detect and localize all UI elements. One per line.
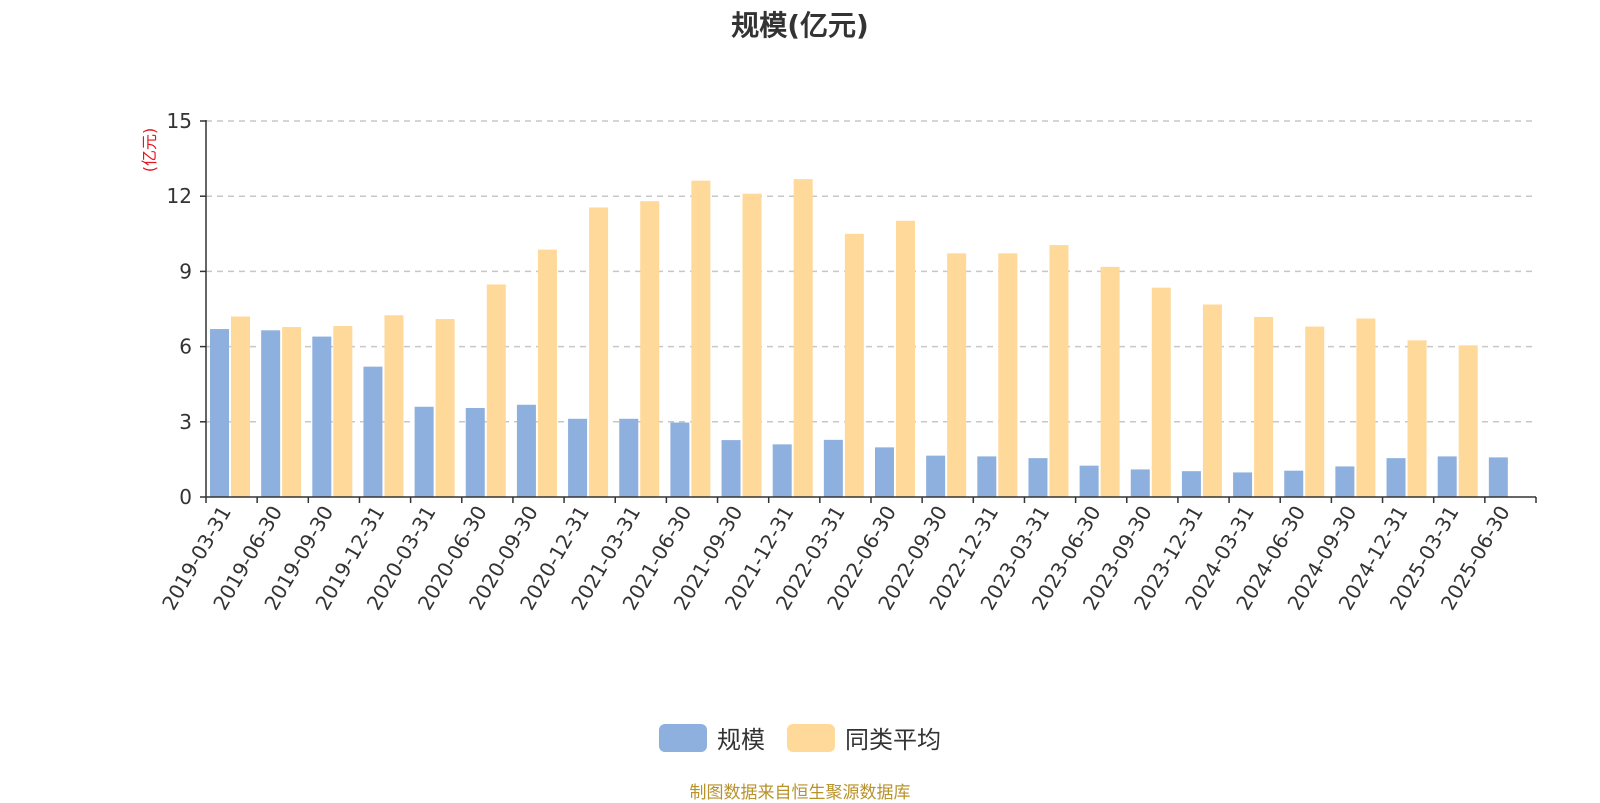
legend-swatch-average	[787, 723, 835, 752]
bar-average[interactable]	[691, 180, 711, 497]
bar-scale[interactable]	[1386, 458, 1406, 497]
axes	[200, 120, 1537, 503]
chart-title: 规模(亿元)	[731, 9, 869, 42]
bar-average[interactable]	[742, 193, 762, 497]
bar-average[interactable]	[1356, 318, 1376, 497]
bar-scale[interactable]	[1437, 456, 1457, 497]
bar-average[interactable]	[1049, 245, 1069, 497]
y-tick-label: 9	[179, 259, 192, 283]
bar-scale[interactable]	[516, 404, 536, 497]
bar-scale[interactable]	[210, 329, 229, 497]
bar-average[interactable]	[435, 319, 455, 497]
legend-label-scale: 规模	[717, 726, 765, 754]
bar-scale[interactable]	[414, 406, 434, 497]
bar-average[interactable]	[1202, 304, 1222, 497]
legend-swatch-scale	[659, 723, 707, 752]
bar-scale[interactable]	[670, 422, 690, 497]
bar-average[interactable]	[589, 207, 609, 498]
bar-average[interactable]	[1151, 287, 1171, 497]
bar-average[interactable]	[1254, 317, 1274, 497]
bar-average[interactable]	[998, 253, 1018, 497]
bar-scale[interactable]	[1488, 457, 1508, 497]
y-tick-label: 3	[179, 410, 192, 434]
bar-average[interactable]	[1407, 340, 1427, 497]
bar-average[interactable]	[896, 220, 915, 498]
bar-scale[interactable]	[312, 336, 332, 497]
bar-scale[interactable]	[1233, 472, 1253, 497]
bar-scale[interactable]	[875, 447, 894, 497]
bar-scale[interactable]	[772, 444, 792, 497]
bar-average[interactable]	[231, 316, 250, 497]
y-tick-label: 15	[167, 109, 192, 133]
bar-scale[interactable]	[465, 408, 485, 497]
bar-scale[interactable]	[926, 455, 946, 497]
bar-average[interactable]	[282, 327, 302, 497]
bar-average[interactable]	[1458, 345, 1478, 497]
bar-average[interactable]	[947, 253, 967, 497]
y-tick-label: 6	[179, 335, 192, 359]
bar-scale[interactable]	[619, 418, 639, 497]
legend-label-average: 同类平均	[845, 726, 941, 754]
bar-average[interactable]	[844, 233, 864, 498]
grid-lines	[206, 120, 1536, 423]
bar-scale[interactable]	[1335, 466, 1355, 497]
bar-scale[interactable]	[363, 366, 383, 497]
bar-scale[interactable]	[977, 456, 997, 497]
bar-scale[interactable]	[1079, 465, 1099, 497]
bar-scale[interactable]	[1130, 469, 1150, 497]
bar-scale[interactable]	[568, 418, 588, 497]
bar-scale[interactable]	[1181, 471, 1201, 497]
bar-average[interactable]	[537, 249, 557, 497]
bars	[210, 179, 1508, 498]
bar-average[interactable]	[640, 201, 660, 498]
legend-item-average[interactable]: 同类平均	[787, 720, 941, 755]
bar-scale[interactable]	[721, 440, 741, 497]
bar-scale[interactable]	[261, 330, 281, 497]
bar-average[interactable]	[384, 315, 404, 497]
bar-average[interactable]	[333, 326, 353, 497]
y-tick-label: 0	[179, 485, 192, 509]
bar-average[interactable]	[486, 284, 506, 497]
bar-average[interactable]	[1100, 266, 1120, 497]
y-tick-label: 12	[167, 184, 192, 208]
bar-average[interactable]	[1305, 326, 1325, 497]
legend-item-scale[interactable]: 规模	[659, 720, 765, 755]
bar-scale[interactable]	[823, 439, 843, 497]
data-source-note: 制图数据来自恒生聚源数据库	[689, 783, 911, 803]
bar-scale[interactable]	[1028, 458, 1048, 497]
bar-scale[interactable]	[1284, 470, 1304, 497]
bar-average[interactable]	[793, 179, 813, 497]
legend: 规模 同类平均	[0, 720, 1600, 755]
